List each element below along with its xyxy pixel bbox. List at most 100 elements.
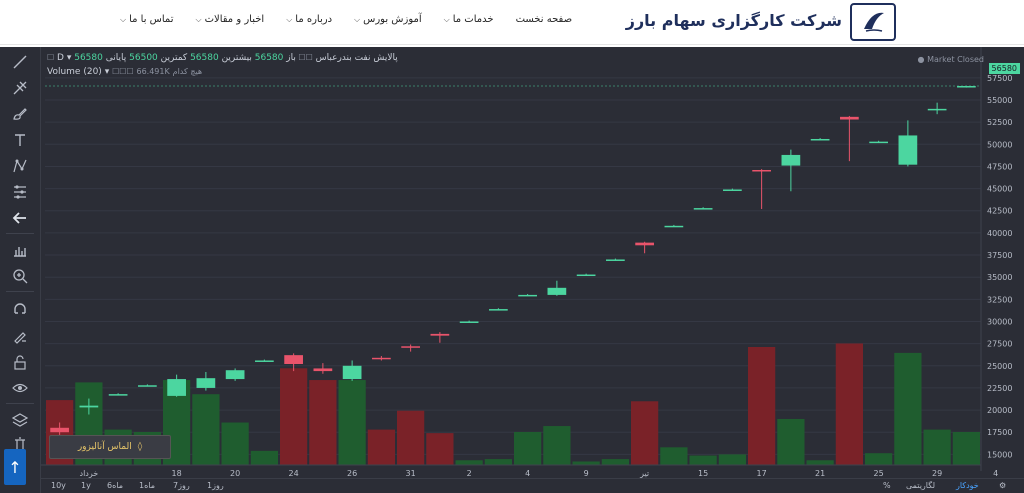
interval-label[interactable]: D	[57, 53, 64, 63]
candle-body	[898, 135, 918, 165]
pattern-icon[interactable]	[8, 155, 32, 177]
chart-canvas[interactable]: 15000 17500 20000 22500 25000 27500 30000 32500…	[41, 47, 1024, 479]
y-tick-label: 15000	[987, 450, 1012, 459]
nav-contact[interactable]: تماس با ما⌵	[120, 14, 174, 25]
nav-services[interactable]: خدمات ما⌵	[443, 14, 494, 25]
volume-bar	[309, 380, 337, 465]
candle-body	[372, 357, 391, 360]
volume-bar	[484, 459, 512, 465]
chevron-down-icon: ⌵	[354, 15, 361, 24]
x-tick-label: 4	[993, 469, 998, 478]
magnet-icon[interactable]	[8, 299, 32, 321]
volume-bar	[572, 461, 600, 465]
volume-bar	[514, 431, 542, 465]
y-tick-label: 50000	[987, 140, 1012, 149]
range-6m[interactable]: ماه6	[107, 481, 124, 490]
x-tick-label: تیر	[639, 469, 649, 478]
pitchfork-icon[interactable]	[8, 77, 32, 99]
text-tool-icon[interactable]	[8, 129, 32, 151]
range-7d[interactable]: روز7	[173, 481, 190, 490]
toolbar-divider	[6, 233, 34, 234]
nav-home[interactable]: صفحه نخست	[515, 14, 573, 25]
y-tick-label: 20000	[987, 406, 1012, 415]
legend-eye-icon[interactable]: ☐☐	[295, 53, 313, 62]
candle-body	[693, 208, 713, 210]
zoom-in-icon[interactable]	[8, 265, 32, 287]
main-nav: صفحه نخست خدمات ما⌵ آموزش بورس⌵ درباره م…	[120, 14, 572, 25]
low-value: 56500	[129, 53, 158, 63]
candle-body	[547, 287, 567, 295]
measure-icon[interactable]	[8, 239, 32, 261]
forecast-icon[interactable]	[8, 181, 32, 203]
log-toggle[interactable]: لگاریتمی	[906, 481, 936, 490]
volume-bar	[865, 453, 893, 465]
volume-bar	[748, 347, 776, 465]
brush-icon[interactable]	[8, 103, 32, 125]
y-tick-label: 42500	[987, 207, 1012, 216]
candle-body	[401, 346, 420, 348]
volume-dropdown-icon[interactable]: ▾	[104, 67, 110, 77]
volume-bar	[777, 418, 805, 465]
diamond-icon: ◊	[137, 442, 143, 452]
volume-bar	[806, 460, 834, 465]
nav-news[interactable]: اخبار و مقالات⌵	[195, 14, 265, 25]
trend-line-icon[interactable]	[8, 51, 32, 73]
back-arrow-icon[interactable]	[8, 207, 32, 229]
candle-body	[313, 368, 333, 372]
x-tick-label: 20	[230, 469, 240, 478]
logo-sail-icon	[864, 12, 884, 32]
percent-toggle[interactable]: %	[883, 481, 891, 490]
candle-body	[284, 355, 303, 365]
volume-value: 66.491K	[136, 67, 170, 76]
x-tick-label: 18	[172, 469, 182, 478]
volume-bar	[397, 410, 425, 465]
scroll-up-button[interactable]: ↑	[4, 449, 26, 485]
chevron-down-icon: ⌵	[443, 15, 450, 24]
candle-body	[957, 86, 976, 88]
x-tick-label: 21	[815, 469, 825, 478]
close-label: پایانی	[105, 53, 127, 63]
legend-settings-icon[interactable]: ☐	[47, 53, 55, 62]
layers-icon[interactable]	[8, 409, 32, 431]
candle-body	[489, 309, 508, 311]
volume-bar	[689, 455, 717, 465]
symbol-legend: ☐ D ▾ پالایش نفت بندرعباس ☐☐ باز 56580 ب…	[47, 53, 398, 63]
candle-body	[225, 370, 245, 380]
candle-body	[752, 169, 771, 172]
auto-toggle[interactable]: خودکار	[956, 481, 979, 490]
x-tick-label: 9	[584, 469, 589, 478]
watermark-logo: الماس آنالیزور ◊	[49, 435, 171, 459]
range-1m[interactable]: ماه1	[139, 481, 156, 490]
chart-footer: 10y 1y ماه6 ماه1 روز7 روز1 % لگاریتمی خو…	[41, 478, 1024, 493]
unlock-icon[interactable]	[8, 351, 32, 373]
volume-bar	[426, 433, 454, 465]
candle-body	[430, 333, 450, 336]
price-chart[interactable]: 15000 17500 20000 22500 25000 27500 30000 32500…	[41, 47, 1024, 493]
open-label: باز	[286, 53, 296, 63]
close-value: 56580	[74, 53, 103, 63]
site-logo[interactable]	[850, 3, 896, 41]
x-tick-label: 26	[347, 469, 357, 478]
volume-bar	[923, 429, 951, 465]
range-1d[interactable]: روز1	[207, 481, 224, 490]
nav-education[interactable]: آموزش بورس⌵	[354, 14, 422, 25]
eye-icon[interactable]	[8, 377, 32, 399]
candle-body	[606, 259, 625, 261]
x-tick-label: 4	[525, 469, 530, 478]
lock-drawing-icon[interactable]	[8, 325, 32, 347]
volume-bar	[601, 459, 629, 465]
range-10y[interactable]: 10y	[51, 481, 66, 490]
interval-dropdown-icon[interactable]: ▾	[63, 53, 75, 63]
arrow-up-icon: ↑	[8, 457, 22, 477]
candle-body	[255, 360, 274, 362]
y-tick-label: 57500	[987, 74, 1012, 83]
volume-label[interactable]: Volume (20)	[47, 67, 102, 77]
volume-controls-icon[interactable]: ☐☐☐	[112, 67, 134, 76]
range-1y[interactable]: 1y	[81, 481, 91, 490]
volume-bar	[250, 450, 278, 465]
y-tick-label: 22500	[987, 384, 1012, 393]
settings-gear-icon[interactable]: ⚙	[999, 481, 1007, 490]
nav-about[interactable]: درباره ما⌵	[286, 14, 333, 25]
last-price-badge: 56580	[988, 63, 1020, 74]
candle-body	[518, 294, 537, 297]
